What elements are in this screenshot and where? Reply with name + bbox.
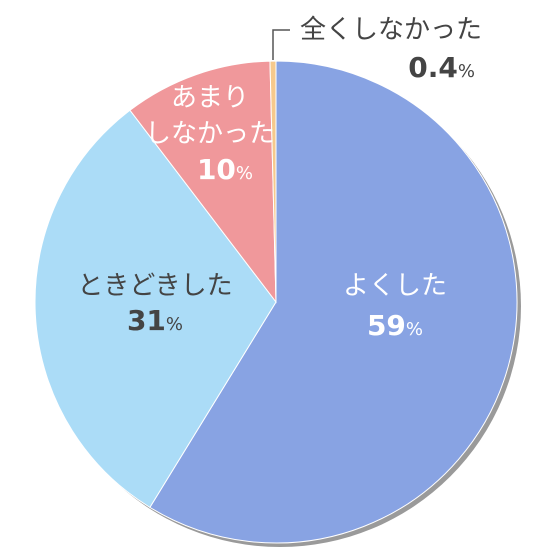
pie-slice — [149, 60, 518, 544]
slice-label: ときどきした — [77, 271, 233, 301]
slice-label: 全くしなかった — [300, 15, 483, 45]
value-label: 0.4% — [408, 51, 475, 84]
value-label: 31% — [126, 304, 184, 337]
leader-line — [272, 29, 290, 60]
pie-slice — [34, 109, 277, 509]
slice-label: あまり しなかった — [144, 83, 275, 149]
pie-slice — [129, 60, 277, 304]
value-label: 10% — [196, 153, 254, 186]
slice-label: よくした — [342, 271, 447, 301]
pie-slice — [269, 60, 277, 303]
value-label: 59% — [366, 309, 424, 342]
